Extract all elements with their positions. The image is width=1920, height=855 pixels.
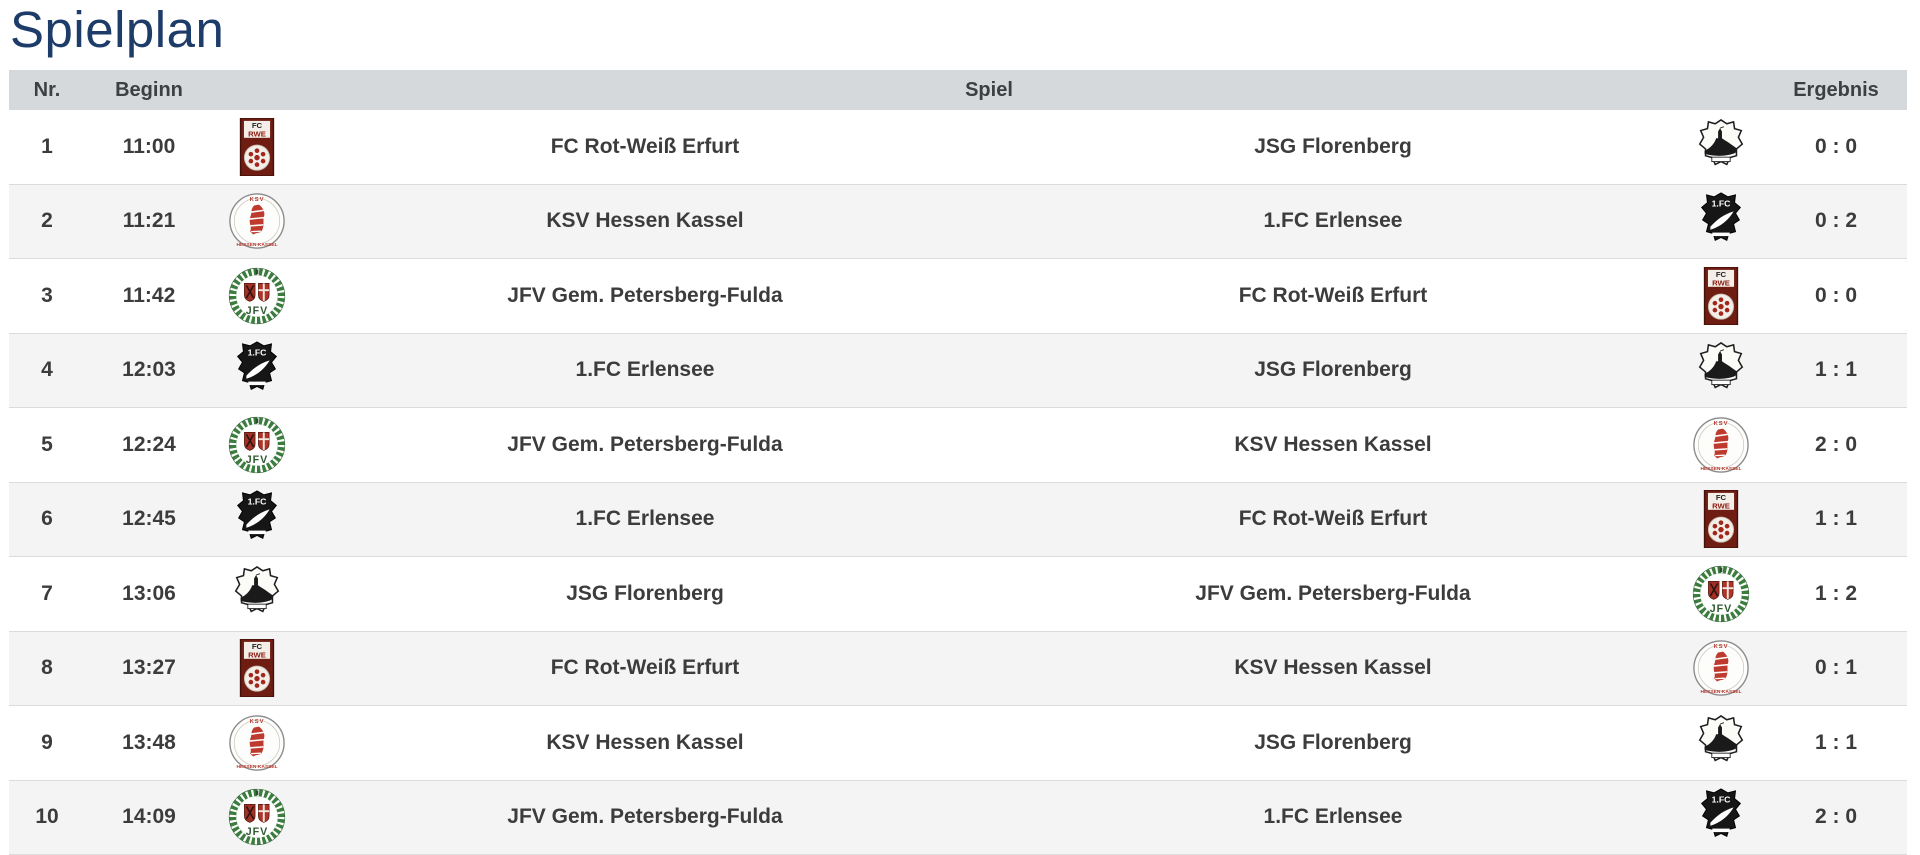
home-team-name: KSV Hessen Kassel — [546, 730, 744, 754]
match-start-time: 13:06 — [122, 581, 176, 605]
match-number: 5 — [41, 432, 53, 456]
home-fc-erlensee-badge-icon — [213, 334, 301, 408]
home-ksv-hessen-kassel-badge-icon — [213, 185, 301, 259]
home-fc-erlensee-badge-icon — [213, 483, 301, 557]
match-start-time: 11:42 — [122, 283, 176, 307]
away-team-name: 1.FC Erlensee — [1263, 209, 1403, 233]
match-number: 8 — [41, 656, 53, 680]
schedule-table-body: 1 11:00 FC Rot-Weiß Erfurt JSG Florenber… — [9, 110, 1907, 855]
home-team-name: KSV Hessen Kassel — [546, 209, 744, 233]
away-ksv-hessen-kassel-badge-icon — [1677, 408, 1765, 482]
match-start-time: 11:21 — [122, 209, 176, 233]
match-result: 1 : 1 — [1814, 358, 1858, 382]
match-start-time: 11:00 — [122, 134, 176, 158]
match-number: 1 — [41, 134, 53, 158]
match-row: 5 12:24 JFV Gem. Petersberg-Fulda KSV He… — [9, 408, 1907, 483]
match-start-time: 14:09 — [122, 805, 176, 829]
match-number: 9 — [41, 730, 53, 754]
match-number: 7 — [41, 581, 53, 605]
match-start-time: 12:45 — [122, 507, 176, 531]
away-team-name: 1.FC Erlensee — [1263, 805, 1403, 829]
match-start-time: 13:48 — [122, 730, 176, 754]
away-team-name: FC Rot-Weiß Erfurt — [1238, 507, 1428, 531]
home-jfv-petersberg-fulda-badge-icon — [213, 408, 301, 482]
match-start-time: 13:27 — [122, 656, 176, 680]
away-team-name: JFV Gem. Petersberg-Fulda — [1195, 581, 1471, 605]
match-row: 2 11:21 KSV Hessen Kassel 1.FC Erlensee … — [9, 184, 1907, 260]
home-team-name: FC Rot-Weiß Erfurt — [550, 134, 740, 158]
home-ksv-hessen-kassel-badge-icon — [213, 706, 301, 780]
match-result: 2 : 0 — [1814, 805, 1858, 829]
match-result: 0 : 0 — [1814, 134, 1858, 158]
match-number: 4 — [41, 358, 53, 382]
match-result: 0 : 0 — [1814, 283, 1858, 307]
match-number: 3 — [41, 283, 53, 307]
home-team-name: 1.FC Erlensee — [575, 507, 715, 531]
home-team-name: FC Rot-Weiß Erfurt — [550, 656, 740, 680]
away-team-name: JSG Florenberg — [1254, 134, 1412, 158]
match-schedule-table: Nr. Beginn Spiel Ergebnis 1 11:00 FC Rot… — [9, 70, 1907, 855]
match-result: 2 : 0 — [1814, 432, 1858, 456]
home-jfv-petersberg-fulda-badge-icon — [213, 259, 301, 333]
column-header-beginn: Beginn — [115, 78, 183, 101]
home-fc-rot-weiss-erfurt-badge-icon — [213, 632, 301, 706]
page-title: Spielplan — [10, 1, 225, 58]
away-team-name: JSG Florenberg — [1254, 730, 1412, 754]
away-team-name: JSG Florenberg — [1254, 358, 1412, 382]
home-team-name: JFV Gem. Petersberg-Fulda — [507, 805, 783, 829]
away-fc-erlensee-badge-icon — [1677, 185, 1765, 259]
match-number: 6 — [41, 507, 53, 531]
match-result: 1 : 2 — [1814, 581, 1858, 605]
home-team-name: JFV Gem. Petersberg-Fulda — [507, 283, 783, 307]
away-fc-erlensee-badge-icon — [1677, 781, 1765, 855]
match-number: 10 — [35, 805, 59, 829]
away-fc-rot-weiss-erfurt-badge-icon — [1677, 483, 1765, 557]
away-jsg-florenberg-badge-icon — [1677, 110, 1765, 184]
column-header-nr: Nr. — [33, 78, 61, 101]
match-start-time: 12:24 — [122, 432, 176, 456]
match-result: 1 : 1 — [1814, 507, 1858, 531]
home-team-name: JSG Florenberg — [566, 581, 724, 605]
home-fc-rot-weiss-erfurt-badge-icon — [213, 110, 301, 184]
away-jsg-florenberg-badge-icon — [1677, 706, 1765, 780]
match-row: 10 14:09 JFV Gem. Petersberg-Fulda 1.FC … — [9, 780, 1907, 855]
match-number: 2 — [41, 209, 53, 233]
away-team-name: KSV Hessen Kassel — [1234, 432, 1432, 456]
match-start-time: 12:03 — [122, 358, 176, 382]
home-team-name: 1.FC Erlensee — [575, 358, 715, 382]
away-jfv-petersberg-fulda-badge-icon — [1677, 557, 1765, 631]
match-row: 8 13:27 FC Rot-Weiß Erfurt KSV Hessen Ka… — [9, 631, 1907, 707]
match-row: 1 11:00 FC Rot-Weiß Erfurt JSG Florenber… — [9, 110, 1907, 185]
column-header-spiel: Spiel — [965, 78, 1013, 101]
away-ksv-hessen-kassel-badge-icon — [1677, 632, 1765, 706]
match-row: 6 12:45 1.FC Erlensee FC Rot-Weiß Erfurt… — [9, 482, 1907, 558]
match-row: 4 12:03 1.FC Erlensee JSG Florenberg 1 :… — [9, 333, 1907, 409]
home-team-name: JFV Gem. Petersberg-Fulda — [507, 432, 783, 456]
away-team-name: KSV Hessen Kassel — [1234, 656, 1432, 680]
table-header-row: Nr. Beginn Spiel Ergebnis — [9, 70, 1907, 111]
match-row: 7 13:06 JSG Florenberg JFV Gem. Petersbe… — [9, 557, 1907, 632]
home-jfv-petersberg-fulda-badge-icon — [213, 781, 301, 855]
match-row: 3 11:42 JFV Gem. Petersberg-Fulda FC Rot… — [9, 259, 1907, 334]
away-jsg-florenberg-badge-icon — [1677, 334, 1765, 408]
match-result: 0 : 2 — [1814, 209, 1858, 233]
column-header-ergebnis: Ergebnis — [1793, 78, 1879, 101]
home-jsg-florenberg-badge-icon — [213, 557, 301, 631]
away-team-name: FC Rot-Weiß Erfurt — [1238, 283, 1428, 307]
match-result: 1 : 1 — [1814, 730, 1858, 754]
match-row: 9 13:48 KSV Hessen Kassel JSG Florenberg… — [9, 706, 1907, 781]
match-result: 0 : 1 — [1814, 656, 1858, 680]
away-fc-rot-weiss-erfurt-badge-icon — [1677, 259, 1765, 333]
